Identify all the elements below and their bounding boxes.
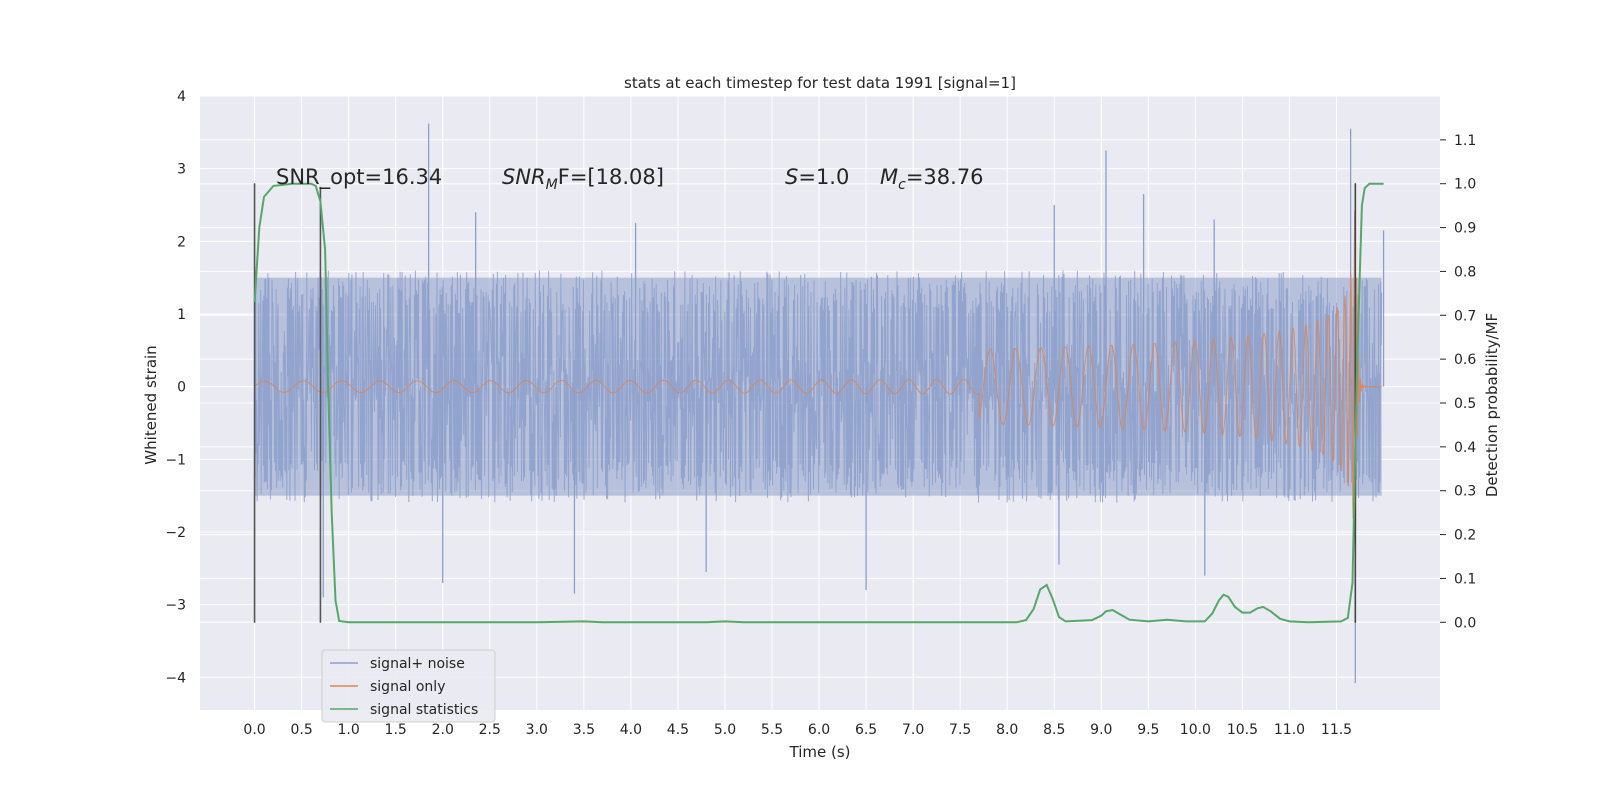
chart-title: stats at each timestep for test data 199…	[624, 74, 1016, 92]
y-tick-label: −4	[165, 670, 186, 686]
x-tick-label: 5.5	[761, 722, 783, 738]
x-tick-label: 4.5	[667, 722, 689, 738]
x-tick-label: 3.0	[526, 722, 548, 738]
y-tick-label: −1	[165, 452, 186, 468]
x-tick-label: 9.0	[1090, 722, 1112, 738]
x-tick-label: 0.0	[243, 722, 265, 738]
x-tick-label: 11.5	[1321, 722, 1352, 738]
x-tick-label: 2.0	[432, 722, 454, 738]
x-tick-label: 7.5	[949, 722, 971, 738]
y-right-tick-label: 0.4	[1454, 440, 1476, 456]
legend-label-signal-only: signal only	[370, 679, 445, 695]
annotation-s: S=1.0	[785, 165, 849, 189]
x-tick-label: 5.0	[714, 722, 736, 738]
series-signal-statistics	[253, 182, 1384, 624]
annotation-s-label: S	[785, 165, 798, 189]
y-right-tick-label: 0.6	[1454, 352, 1476, 368]
legend-label-signal-noise: signal+ noise	[370, 656, 465, 672]
annotation-snr-mf: SNRMF=[18.08]	[502, 165, 664, 193]
x-tick-label: 9.5	[1137, 722, 1159, 738]
x-tick-label: 0.5	[290, 722, 312, 738]
legend-frame	[321, 649, 496, 723]
annotation-snr-mf-sub: M	[546, 177, 558, 193]
x-tick-label: 4.0	[620, 722, 642, 738]
y-tick-label: 1	[177, 307, 186, 323]
y-right-tick-label: 0.1	[1454, 571, 1476, 587]
x-tick-label: 6.5	[855, 722, 877, 738]
y-tick-label: −2	[165, 525, 186, 541]
x-tick-label: 7.0	[902, 722, 924, 738]
annotation-snr-mf-prefix: SNR	[502, 165, 546, 189]
y-right-tick-label: 1.1	[1454, 133, 1476, 149]
x-tick-label: 1.5	[385, 722, 407, 738]
y-right-tick-label: 0.3	[1454, 484, 1476, 500]
y-axis-label: Whitened strain	[142, 345, 160, 464]
legend: signal+ noise signal only signal statist…	[321, 649, 496, 723]
axes: 0.0 0.5 1.0 1.5 2.0 2.5 3.0 3.5 4.0 4.5 5.0 5.5 6.0 6…	[165, 89, 1476, 738]
y-axis-right-label: Detection probability/MF	[1483, 313, 1501, 497]
signal-statistics-trace	[253, 182, 1384, 624]
annotation-mc: Mc=38.76	[880, 165, 984, 193]
y-tick-label: 0	[177, 380, 186, 396]
annotations: SNR_opt=16.34 SNRMF=[18.08] S=1.0 Mc=38.…	[276, 165, 984, 193]
x-tick-label: 1.0	[338, 722, 360, 738]
y-tick-label: 4	[177, 89, 186, 105]
series-signal-only	[254, 210, 1382, 576]
x-tick-label: 11.0	[1274, 722, 1305, 738]
x-tick-label: 10.5	[1227, 722, 1258, 738]
series-signal-noise	[254, 123, 1385, 684]
x-axis-label: Time (s)	[789, 743, 851, 761]
signal-only-trace	[254, 210, 1382, 576]
y-right-tick-label: 0.5	[1454, 396, 1476, 412]
annotation-mc-label: M	[880, 165, 898, 189]
y-right-tick-label: 0.8	[1454, 264, 1476, 280]
x-tick-label: 3.5	[573, 722, 595, 738]
legend-label-signal-statistics: signal statistics	[370, 702, 478, 718]
y-tick-label: −3	[165, 598, 186, 614]
x-tick-label: 6.0	[808, 722, 830, 738]
y-right-tick-label: 1.0	[1454, 177, 1476, 193]
y-tick-label: 2	[177, 234, 186, 250]
noise-core-band	[254, 277, 1382, 496]
y-right-tick-label: 0.9	[1454, 221, 1476, 237]
x-tick-label: 8.0	[996, 722, 1018, 738]
annotation-snr-mf-suffix: F=[18.08]	[558, 165, 664, 189]
annotation-snr-opt: SNR_opt=16.34	[276, 165, 442, 190]
annotation-mc-value: =38.76	[906, 165, 984, 189]
annotation-mc-sub: c	[898, 177, 906, 193]
y-right-tick-label: 0.7	[1454, 308, 1476, 324]
y-right-tick-label: 0.2	[1454, 528, 1476, 544]
annotation-s-value: =1.0	[798, 165, 849, 189]
x-tick-label: 10.0	[1180, 722, 1211, 738]
y-tick-label: 3	[177, 162, 186, 178]
x-tick-label: 2.5	[479, 722, 501, 738]
y-right-tick-label: 0.0	[1454, 615, 1476, 631]
x-tick-label: 8.5	[1043, 722, 1065, 738]
